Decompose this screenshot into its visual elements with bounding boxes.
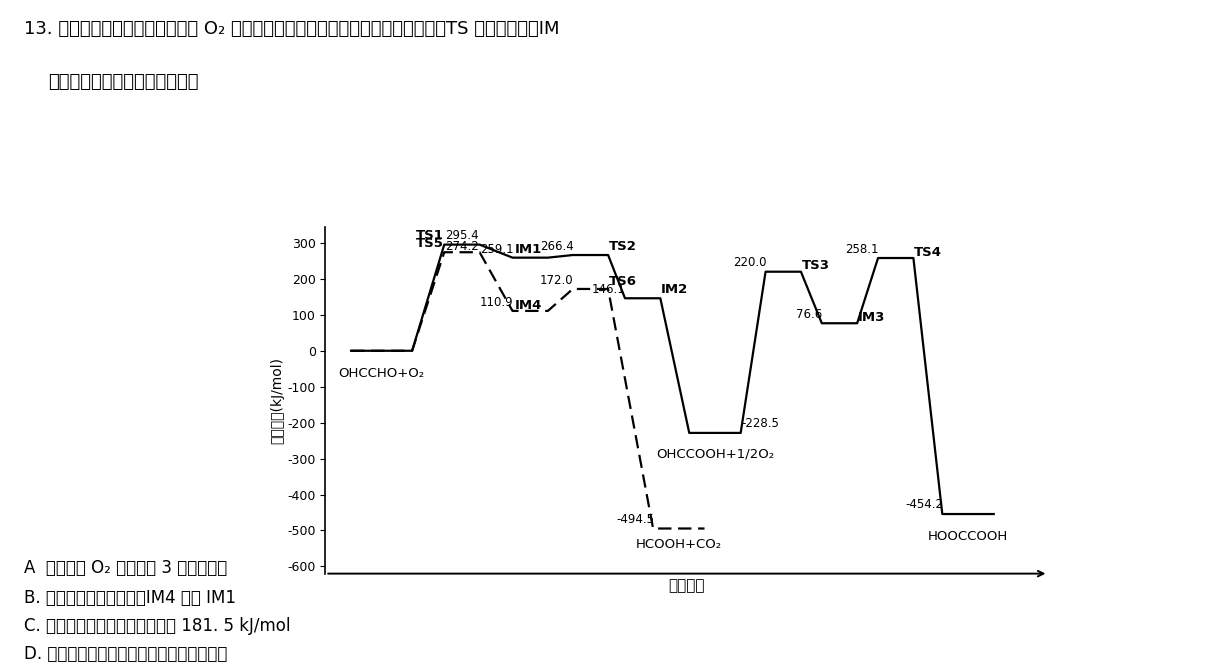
Text: OHCCHO+O₂: OHCCHO+O₂ — [339, 367, 424, 380]
Text: -228.5: -228.5 — [741, 418, 780, 430]
Text: 259.1: 259.1 — [480, 243, 513, 255]
Text: 220.0: 220.0 — [733, 256, 766, 269]
Text: IM2: IM2 — [662, 283, 688, 296]
Text: 172.0: 172.0 — [540, 273, 574, 287]
Text: TS2: TS2 — [609, 240, 636, 253]
X-axis label: 反应历程: 反应历程 — [669, 578, 705, 593]
Text: HCOOH+CO₂: HCOOH+CO₂ — [636, 538, 722, 551]
Text: 258.1: 258.1 — [846, 243, 878, 255]
Text: TS3: TS3 — [801, 259, 830, 272]
Text: 266.4: 266.4 — [540, 239, 574, 253]
Text: 76.6: 76.6 — [797, 308, 823, 321]
Text: 274.2: 274.2 — [445, 240, 478, 253]
Text: B. 反应很短一段时间内，IM4 多于 IM1: B. 反应很短一段时间内，IM4 多于 IM1 — [24, 589, 236, 607]
Text: C. 乙二醋制乙二酸的最大能垒为 181. 5 kJ/mol: C. 乙二醋制乙二酸的最大能垒为 181. 5 kJ/mol — [24, 617, 290, 635]
Text: 表示中间体。下列说法错误的是: 表示中间体。下列说法错误的是 — [48, 73, 199, 91]
Text: 146.1: 146.1 — [592, 283, 625, 295]
Text: IM3: IM3 — [858, 311, 886, 324]
Text: A  乙二醋被 O₂ 氧化可得 3 种有机产物: A 乙二醋被 O₂ 氧化可得 3 种有机产物 — [24, 559, 228, 577]
Text: -494.5: -494.5 — [616, 513, 654, 526]
Text: -454.2: -454.2 — [905, 498, 944, 512]
Text: HOOCCOOH: HOOCCOOH — [928, 530, 1009, 544]
Text: IM4: IM4 — [515, 299, 542, 312]
Text: 295.4: 295.4 — [445, 229, 478, 242]
Text: TS1: TS1 — [416, 229, 443, 242]
Text: OHCCOOH+1/2O₂: OHCCOOH+1/2O₂ — [656, 447, 774, 460]
Text: 13. 无弹化剂作用下，以乙二醋和 O₂ 为原料制取乙醋酸的可能反应历程如图所示，TS 表示过渡态，IM: 13. 无弹化剂作用下，以乙二醋和 O₂ 为原料制取乙醋酸的可能反应历程如图所示… — [24, 20, 559, 38]
Text: TS5: TS5 — [416, 237, 443, 250]
Text: 110.9: 110.9 — [480, 295, 513, 309]
Text: TS4: TS4 — [915, 245, 942, 259]
Text: IM1: IM1 — [515, 243, 542, 255]
Y-axis label: 相对能量(kJ/mol): 相对能量(kJ/mol) — [270, 357, 284, 444]
Text: D. 选择合适的弹化剂可提高乙醋酸的选择性: D. 选择合适的弹化剂可提高乙醋酸的选择性 — [24, 645, 228, 663]
Text: TS6: TS6 — [609, 275, 637, 287]
